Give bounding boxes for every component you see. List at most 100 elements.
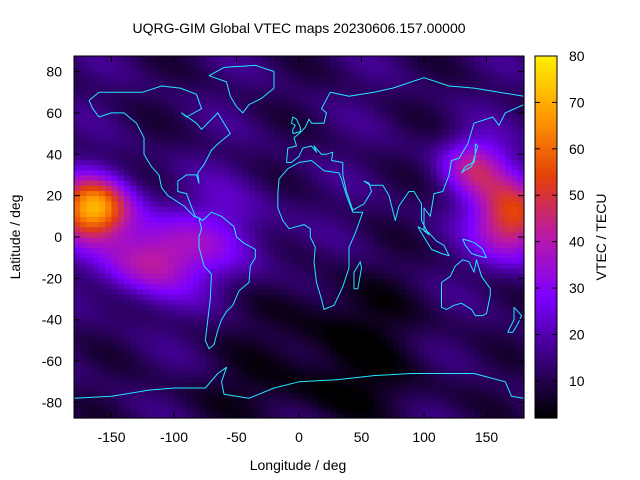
heatmap-cell <box>374 221 381 228</box>
heatmap-cell <box>280 237 288 243</box>
heatmap-cell <box>99 366 106 373</box>
heatmap-cell <box>280 340 288 347</box>
heatmap-cell <box>136 366 144 373</box>
heatmap-cell <box>124 97 131 104</box>
heatmap-cell <box>92 143 100 150</box>
heatmap-cell <box>511 118 519 124</box>
heatmap-cell <box>461 56 469 62</box>
heatmap-cell <box>342 412 350 419</box>
heatmap-cell <box>411 123 419 129</box>
heatmap-cell <box>224 366 231 373</box>
heatmap-cell <box>399 324 406 331</box>
heatmap-cell <box>449 392 456 398</box>
heatmap-cell <box>242 330 250 336</box>
heatmap-cell <box>405 345 413 352</box>
heatmap-cell <box>424 138 431 145</box>
heatmap-cell <box>261 319 269 326</box>
heatmap-cell <box>255 412 263 419</box>
heatmap-cell <box>217 81 225 88</box>
heatmap-cell <box>136 283 144 290</box>
heatmap-cell <box>474 195 481 202</box>
heatmap-cell <box>92 211 100 217</box>
heatmap-cell <box>511 252 519 259</box>
heatmap-cell <box>242 386 250 393</box>
heatmap-cell <box>392 112 400 119</box>
heatmap-cell <box>92 407 100 414</box>
heatmap-cell <box>192 273 200 279</box>
heatmap-cell <box>499 200 506 207</box>
heatmap-cell <box>111 350 119 357</box>
heatmap-cell <box>99 56 106 62</box>
heatmap-cell <box>111 231 119 238</box>
heatmap-cell <box>436 278 444 285</box>
heatmap-cell <box>461 299 469 305</box>
heatmap-cell <box>505 293 513 300</box>
heatmap-cell <box>280 76 288 83</box>
heatmap-cell <box>405 330 413 336</box>
heatmap-cell <box>149 376 156 383</box>
heatmap-cell <box>411 169 419 176</box>
heatmap-cell <box>242 340 250 347</box>
heatmap-cell <box>286 324 294 331</box>
heatmap-cell <box>461 200 469 207</box>
heatmap-cell <box>80 71 88 78</box>
heatmap-cell <box>174 361 181 367</box>
heatmap-cell <box>117 330 125 336</box>
heatmap-cell <box>392 355 400 362</box>
heatmap-cell <box>255 87 263 93</box>
heatmap-cell <box>305 407 313 414</box>
heatmap-cell <box>99 128 106 135</box>
heatmap-cell <box>461 350 469 357</box>
heatmap-cell <box>280 381 288 388</box>
heatmap-cell <box>492 211 500 217</box>
heatmap-cell <box>86 195 94 202</box>
heatmap-cell <box>74 247 81 254</box>
heatmap-cell <box>155 299 163 305</box>
heatmap-cell <box>330 402 338 409</box>
heatmap-cell <box>367 335 375 342</box>
heatmap-cell <box>86 278 94 285</box>
heatmap-cell <box>280 154 288 161</box>
heatmap-cell <box>342 61 350 67</box>
heatmap-cell <box>192 242 200 248</box>
heatmap-cell <box>130 159 138 166</box>
heatmap-cell <box>130 164 138 171</box>
heatmap-cell <box>167 376 175 383</box>
heatmap-cell <box>436 247 444 254</box>
heatmap-cell <box>167 407 175 414</box>
heatmap-cell <box>486 268 494 274</box>
heatmap-cell <box>486 81 494 88</box>
heatmap-cell <box>311 112 319 119</box>
heatmap-cell <box>442 118 450 124</box>
heatmap-cell <box>505 174 513 181</box>
heatmap-cell <box>442 174 450 181</box>
heatmap-cell <box>411 200 419 207</box>
heatmap-cell <box>292 180 300 186</box>
heatmap-cell <box>149 392 156 398</box>
heatmap-cell <box>405 123 413 129</box>
heatmap-cell <box>336 154 344 161</box>
heatmap-cell <box>455 355 463 362</box>
heatmap-cell <box>449 371 456 378</box>
heatmap-cell <box>211 205 219 212</box>
heatmap-cell <box>342 247 350 254</box>
heatmap-cell <box>274 81 281 88</box>
heatmap-cell <box>105 407 113 414</box>
heatmap-cell <box>192 180 200 186</box>
heatmap-cell <box>192 118 200 124</box>
heatmap-cell <box>111 376 119 383</box>
heatmap-cell <box>467 169 475 176</box>
heatmap-cell <box>505 123 513 129</box>
heatmap-cell <box>136 61 144 67</box>
heatmap-cell <box>230 324 238 331</box>
heatmap-cell <box>486 190 494 197</box>
heatmap-cell <box>342 118 350 124</box>
heatmap-cell <box>480 299 488 305</box>
heatmap-cell <box>280 133 288 140</box>
heatmap-cell <box>199 237 206 243</box>
heatmap-cell <box>511 231 519 238</box>
heatmap-cell <box>199 262 206 269</box>
heatmap-cell <box>361 221 369 228</box>
heatmap-cell <box>505 361 513 367</box>
heatmap-cell <box>286 257 294 264</box>
